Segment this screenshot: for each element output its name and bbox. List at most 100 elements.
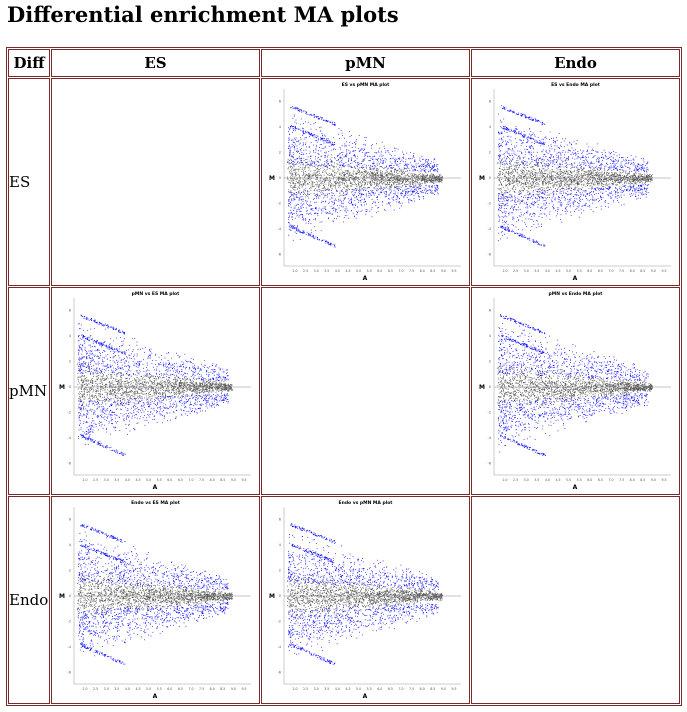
x-tick-label: 6.5 bbox=[388, 687, 393, 691]
plot-title: pMN vs Endo MA plot bbox=[549, 291, 604, 297]
x-tick-label: 2.0 bbox=[292, 269, 297, 273]
x-tick-label: 7.0 bbox=[398, 687, 403, 691]
ma-plot-es-vs-endo: ES vs Endo MA plot 6 4 2 0 -2 -4 -6 2.0 2.5 3.0 3.5… bbox=[479, 82, 671, 282]
x-tick-label: 7.0 bbox=[188, 478, 193, 482]
significant-points bbox=[288, 106, 439, 248]
y-tick-label: -2 bbox=[488, 202, 492, 206]
x-tick-label: 6.0 bbox=[377, 269, 382, 273]
y-tick-label: 0 bbox=[279, 594, 281, 598]
y-tick-label: -4 bbox=[278, 645, 282, 649]
bulk-points bbox=[497, 152, 653, 206]
significant-points bbox=[498, 314, 649, 456]
y-tick-label: 6 bbox=[279, 518, 281, 522]
x-tick-label: 6.0 bbox=[587, 269, 592, 273]
x-tick-label: 3.5 bbox=[534, 478, 539, 482]
x-tick-label: 3.5 bbox=[114, 478, 119, 482]
y-axis-label: M bbox=[479, 384, 485, 391]
y-tick-label: -4 bbox=[278, 227, 282, 231]
y-tick-label: -6 bbox=[488, 253, 492, 257]
x-tick-label: 5.0 bbox=[146, 478, 151, 482]
x-tick-label: 9.0 bbox=[651, 478, 656, 482]
column-header-endo: Endo bbox=[471, 49, 680, 77]
x-tick-label: 7.5 bbox=[409, 269, 414, 273]
x-tick-label: 9.5 bbox=[241, 478, 246, 482]
y-axis-label: M bbox=[59, 593, 65, 600]
x-tick-label: 7.5 bbox=[619, 478, 624, 482]
y-tick-label: 4 bbox=[279, 125, 282, 129]
x-tick-label: 3.5 bbox=[534, 269, 539, 273]
y-tick-label: 0 bbox=[489, 176, 491, 180]
bulk-points bbox=[287, 150, 443, 208]
row-header-pmn: pMN bbox=[8, 287, 50, 495]
x-tick-label: 2.5 bbox=[303, 269, 308, 273]
x-tick-label: 7.5 bbox=[199, 687, 204, 691]
x-tick-label: 3.0 bbox=[314, 687, 319, 691]
ma-plot-endo-vs-pmn: Endo vs pMN MA plot 6 4 2 0 -2 -4 -6 2.0 2.5 3.0 3.… bbox=[269, 500, 461, 700]
x-tick-label: 5.0 bbox=[566, 478, 571, 482]
x-tick-label: 4.0 bbox=[335, 269, 340, 273]
scatter-points bbox=[497, 314, 653, 456]
x-tick-label: 2.5 bbox=[513, 269, 518, 273]
x-tick-label: 3.5 bbox=[114, 687, 119, 691]
x-tick-label: 8.0 bbox=[630, 269, 635, 273]
y-tick-label: -2 bbox=[488, 411, 492, 415]
x-tick-label: 2.5 bbox=[513, 478, 518, 482]
y-tick-label: -4 bbox=[68, 645, 72, 649]
empty-cell-es-es bbox=[51, 78, 260, 286]
significant-points bbox=[288, 523, 439, 665]
x-axis-label: A bbox=[153, 693, 158, 700]
x-tick-label: 6.5 bbox=[598, 269, 603, 273]
empty-cell-pmn-pmn bbox=[261, 287, 470, 495]
y-tick-label: 2 bbox=[489, 360, 491, 364]
bulk-points bbox=[77, 570, 233, 622]
cell-es-pmn: ES vs pMN MA plot 6 4 2 0 -2 -4 -6 2.0 2.5 3.0 3.5 4… bbox=[261, 78, 470, 286]
y-tick-label: 0 bbox=[69, 385, 71, 389]
y-tick-label: 6 bbox=[489, 100, 491, 104]
x-tick-label: 3.0 bbox=[524, 269, 529, 273]
y-tick-label: 2 bbox=[69, 360, 71, 364]
x-tick-label: 3.0 bbox=[524, 478, 529, 482]
y-tick-label: -4 bbox=[68, 436, 72, 440]
x-tick-label: 7.0 bbox=[608, 269, 613, 273]
x-tick-label: 6.5 bbox=[598, 478, 603, 482]
column-header-pmn: pMN bbox=[261, 49, 470, 77]
x-tick-label: 7.5 bbox=[619, 269, 624, 273]
y-tick-label: 4 bbox=[489, 125, 492, 129]
y-axis-label: M bbox=[269, 175, 275, 182]
y-tick-label: 4 bbox=[489, 334, 492, 338]
plot-title: ES vs pMN MA plot bbox=[342, 82, 390, 88]
cell-endo-pmn: Endo vs pMN MA plot 6 4 2 0 -2 -4 -6 2.0 2.5 3.0 3.… bbox=[261, 496, 470, 704]
y-tick-label: 2 bbox=[69, 569, 71, 573]
x-tick-label: 5.0 bbox=[356, 269, 361, 273]
x-tick-label: 5.5 bbox=[367, 269, 372, 273]
x-tick-label: 8.5 bbox=[220, 478, 225, 482]
x-tick-label: 8.0 bbox=[210, 478, 215, 482]
x-tick-label: 4.5 bbox=[345, 687, 350, 691]
x-tick-label: 6.0 bbox=[167, 478, 172, 482]
x-axis-label: A bbox=[573, 484, 578, 491]
x-tick-label: 5.5 bbox=[367, 687, 372, 691]
x-tick-label: 5.0 bbox=[566, 269, 571, 273]
ma-plot-grid: Diff ES pMN Endo ES ES vs pMN MA plot 6 4 2… bbox=[6, 47, 682, 706]
y-tick-label: -2 bbox=[68, 620, 72, 624]
y-tick-label: 6 bbox=[69, 309, 71, 313]
bulk-points bbox=[497, 361, 653, 412]
ma-plot-endo-vs-es: Endo vs ES MA plot 6 4 2 0 -2 -4 -6 2.0 2.5 3.0 3.5… bbox=[59, 500, 251, 700]
x-tick-label: 8.5 bbox=[640, 269, 645, 273]
y-tick-label: 4 bbox=[69, 543, 72, 547]
y-tick-label: 0 bbox=[489, 385, 491, 389]
x-tick-label: 9.0 bbox=[651, 269, 656, 273]
x-tick-label: 8.0 bbox=[420, 687, 425, 691]
scatter-points bbox=[287, 106, 443, 248]
y-tick-label: 0 bbox=[279, 176, 281, 180]
x-tick-label: 8.5 bbox=[220, 687, 225, 691]
y-tick-label: -6 bbox=[488, 462, 492, 466]
x-tick-label: 2.5 bbox=[93, 478, 98, 482]
y-tick-label: 2 bbox=[279, 151, 281, 155]
x-tick-label: 6.5 bbox=[178, 478, 183, 482]
cell-es-endo: ES vs Endo MA plot 6 4 2 0 -2 -4 -6 2.0 2.5 3.0 3.5… bbox=[471, 78, 680, 286]
cell-pmn-es: pMN vs ES MA plot 6 4 2 0 -2 -4 -6 2.0 2.5 3.0 3.5 4… bbox=[51, 287, 260, 495]
scatter-points bbox=[287, 523, 443, 665]
x-tick-label: 5.5 bbox=[157, 687, 162, 691]
plot-title: Endo vs ES MA plot bbox=[131, 500, 181, 506]
